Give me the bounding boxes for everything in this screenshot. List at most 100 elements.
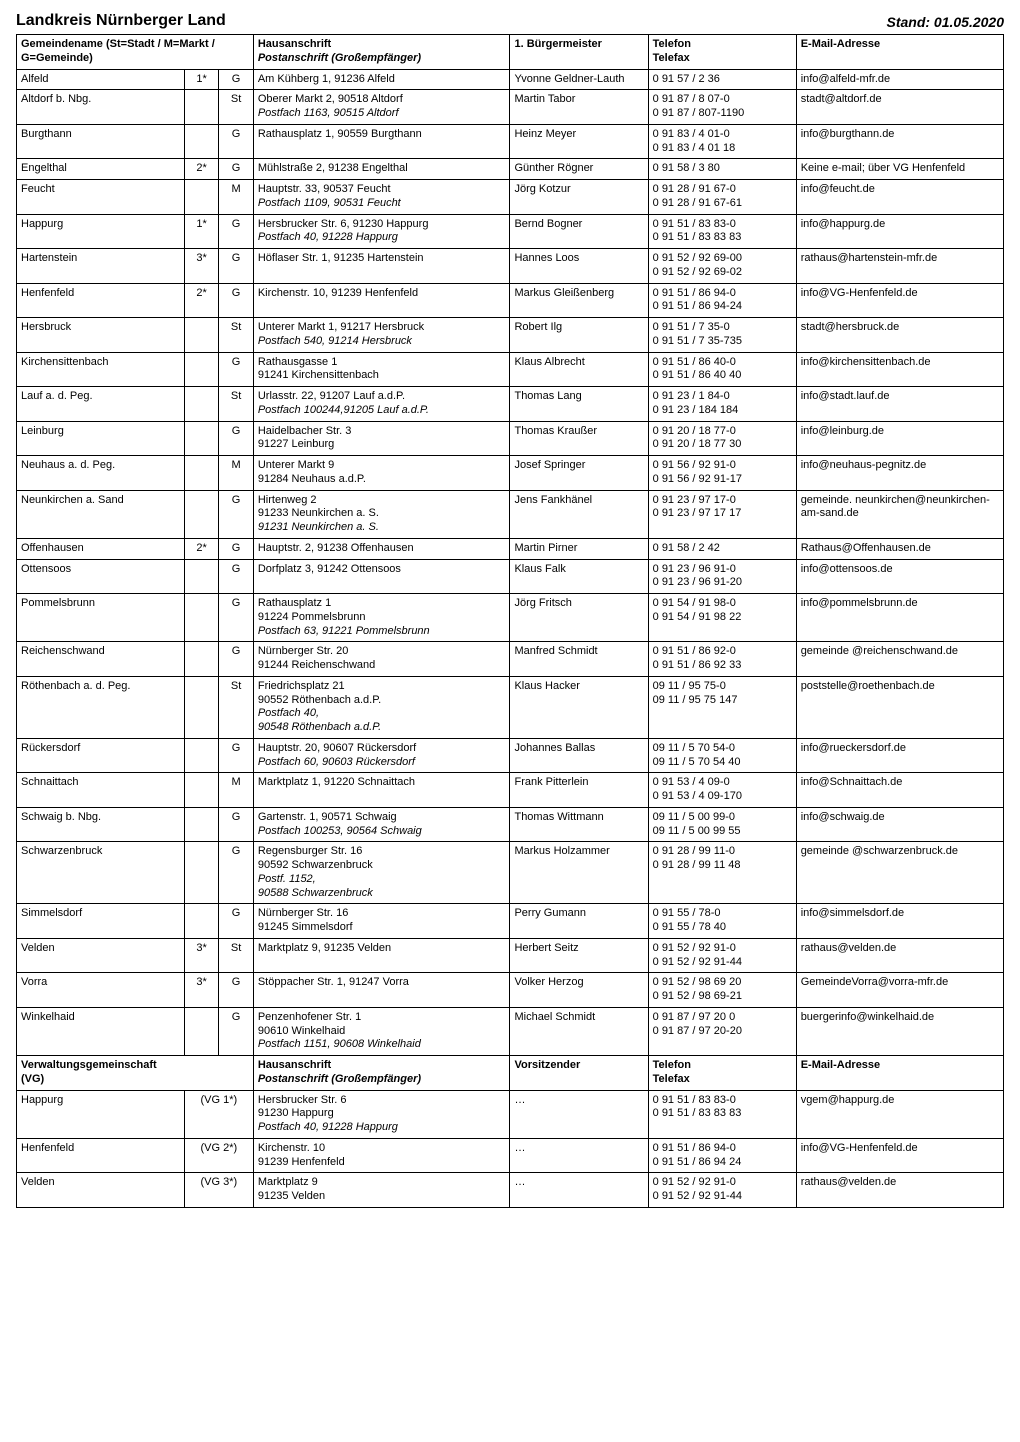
addr-line: Regensburger Str. 16 [258,845,363,857]
addr-sub-line: Postfach 63, 91221 Pommelsbrunn [258,625,430,637]
page-title: Landkreis Nürnberger Land [16,12,226,30]
cell-phone: 0 91 51 / 86 94-00 91 51 / 86 94-24 [648,283,796,318]
table-row: Engelthal2*GMühlstraße 2, 91238 Engeltha… [17,159,1004,180]
cell-phone: 0 91 51 / 83 83-00 91 51 / 83 83 83 [648,1090,796,1138]
addr-line: 91241 Kirchensittenbach [258,369,379,381]
addr-line: Rathausgasse 1 [258,356,338,368]
addr-line: Kirchenstr. 10, 91239 Henfenfeld [258,287,418,299]
cell-type: G [219,283,254,318]
cell-phone: 0 91 52 / 98 69 200 91 52 / 98 69-21 [648,973,796,1008]
cell-type: St [219,318,254,353]
cell-email: rathaus@velden.de [796,938,1003,973]
phone-line: 0 91 23 / 96 91-20 [653,576,742,588]
addr-line: Hirtenweg 2 [258,494,317,506]
cell-type: G [219,904,254,939]
cell-addr: Friedrichsplatz 2190552 Röthenbach a.d.P… [253,676,510,738]
cell-bm: Josef Springer [510,456,648,491]
cell-addr: Urlasstr. 22, 91207 Lauf a.d.P.Postfach … [253,387,510,422]
addr-line: Marktplatz 9 [258,1176,318,1188]
cell-addr: Hauptstr. 33, 90537 FeuchtPostfach 1109,… [253,180,510,215]
cell-email: info@feucht.de [796,180,1003,215]
phone-line: 0 91 58 / 3 80 [653,162,720,174]
cell-bm: Jörg Fritsch [510,594,648,642]
table-row: Lauf a. d. Peg.StUrlasstr. 22, 91207 Lau… [17,387,1004,422]
table-row: SimmelsdorfGNürnberger Str. 1691245 Simm… [17,904,1004,939]
cell-type: G [219,807,254,842]
cell-star [184,904,219,939]
cell-addr: Nürnberger Str. 1691245 Simmelsdorf [253,904,510,939]
cell-phone: 0 91 52 / 92 91-00 91 52 / 92 91-44 [648,938,796,973]
cell-star [184,807,219,842]
phone-line: 0 91 52 / 98 69-21 [653,990,742,1002]
cell-addr: Gartenstr. 1, 90571 SchwaigPostfach 1002… [253,807,510,842]
cell-email: Rathaus@Offenhausen.de [796,538,1003,559]
title-row: Landkreis Nürnberger Land Stand: 01.05.2… [16,12,1004,30]
addr-sub-line: Postfach 1163, 90515 Altdorf [258,107,399,119]
cell-bm: Klaus Falk [510,559,648,594]
phone-line: 0 91 54 / 91 98 22 [653,611,742,623]
cell-star [184,842,219,904]
addr-line: Kirchenstr. 10 [258,1142,325,1154]
addr-line: Hersbrucker Str. 6, 91230 Happurg [258,218,429,230]
cell-name: Burgthann [17,124,185,159]
addr-line: 91244 Reichenschwand [258,659,375,671]
cell-phone: 0 91 58 / 3 80 [648,159,796,180]
cell-addr: Dorfplatz 3, 91242 Ottensoos [253,559,510,594]
cell-name: Offenhausen [17,538,185,559]
cell-email: info@simmelsdorf.de [796,904,1003,939]
addr-line: Unterer Markt 1, 91217 Hersbruck [258,321,424,333]
table-row: Hartenstein3*GHöflaser Str. 1, 91235 Har… [17,249,1004,284]
phone-line: 09 11 / 5 70 54 40 [653,756,741,768]
addr-line: 91235 Velden [258,1190,325,1202]
cell-phone: 0 91 53 / 4 09-00 91 53 / 4 09-170 [648,773,796,808]
cell-email: info@alfeld-mfr.de [796,69,1003,90]
cell-email: info@ottensoos.de [796,559,1003,594]
cell-phone: 0 91 28 / 99 11-00 91 28 / 99 11 48 [648,842,796,904]
cell-addr: Hersbrucker Str. 6, 91230 HappurgPostfac… [253,214,510,249]
addr-line: Haidelbacher Str. 3 [258,425,352,437]
vg-col1b: (VG) [21,1073,44,1085]
cell-bm: Markus Gleißenberg [510,283,648,318]
cell-star [184,594,219,642]
cell-star: 2* [184,538,219,559]
cell-addr: Regensburger Str. 1690592 Schwarzenbruck… [253,842,510,904]
table-row: Velden3*StMarktplatz 9, 91235 VeldenHerb… [17,938,1004,973]
phone-line: 0 91 83 / 4 01 18 [653,142,736,154]
cell-name: Neunkirchen a. Sand [17,490,185,538]
cell-phone: 0 91 51 / 86 92-00 91 51 / 86 92 33 [648,642,796,677]
addr-line: Nürnberger Str. 16 [258,907,349,919]
cell-email: info@VG-Henfenfeld.de [796,283,1003,318]
cell-addr: Unterer Markt 1, 91217 HersbruckPostfach… [253,318,510,353]
phone-line: 0 91 51 / 86 94-0 [653,1142,736,1154]
cell-phone: 0 91 56 / 92 91-00 91 56 / 92 91-17 [648,456,796,491]
col-bm: 1. Bürgermeister [510,35,648,70]
phone-line: 0 91 56 / 92 91-0 [653,459,736,471]
cell-star: 3* [184,938,219,973]
phone-line: 0 91 23 / 1 84-0 [653,390,730,402]
cell-bm: Volker Herzog [510,973,648,1008]
cell-name: Schwarzenbruck [17,842,185,904]
cell-phone: 0 91 54 / 91 98-00 91 54 / 91 98 22 [648,594,796,642]
cell-name: Velden [17,938,185,973]
cell-phone: 0 91 87 / 97 20 00 91 87 / 97 20-20 [648,1007,796,1055]
addr-line: Hauptstr. 2, 91238 Offenhausen [258,542,414,554]
cell-email: info@leinburg.de [796,421,1003,456]
phone-line: 0 91 51 / 7 35-735 [653,335,742,347]
cell-name: Ottensoos [17,559,185,594]
cell-phone: 0 91 51 / 86 40-00 91 51 / 86 40 40 [648,352,796,387]
addr-line: Rathausplatz 1 [258,597,331,609]
cell-email: rathaus@velden.de [796,1173,1003,1208]
addr-line: Hauptstr. 20, 90607 Rückersdorf [258,742,416,754]
vg-haus-text: Hausanschrift [258,1059,331,1071]
phone-line: 09 11 / 5 00 99 55 [653,825,741,837]
table-row: Henfenfeld2*GKirchenstr. 10, 91239 Henfe… [17,283,1004,318]
addr-line: 91227 Leinburg [258,438,334,450]
cell-phone: 0 91 52 / 92 69-000 91 52 / 92 69-02 [648,249,796,284]
table-row: BurgthannGRathausplatz 1, 90559 Burgthan… [17,124,1004,159]
cell-addr: Unterer Markt 991284 Neuhaus a.d.P. [253,456,510,491]
cell-bm: Perry Gumann [510,904,648,939]
cell-type: G [219,69,254,90]
addr-sub-line: Postfach 100253, 90564 Schwaig [258,825,422,837]
phone-line: 0 91 52 / 92 91-0 [653,1176,736,1188]
cell-phone: 0 91 20 / 18 77-00 91 20 / 18 77 30 [648,421,796,456]
